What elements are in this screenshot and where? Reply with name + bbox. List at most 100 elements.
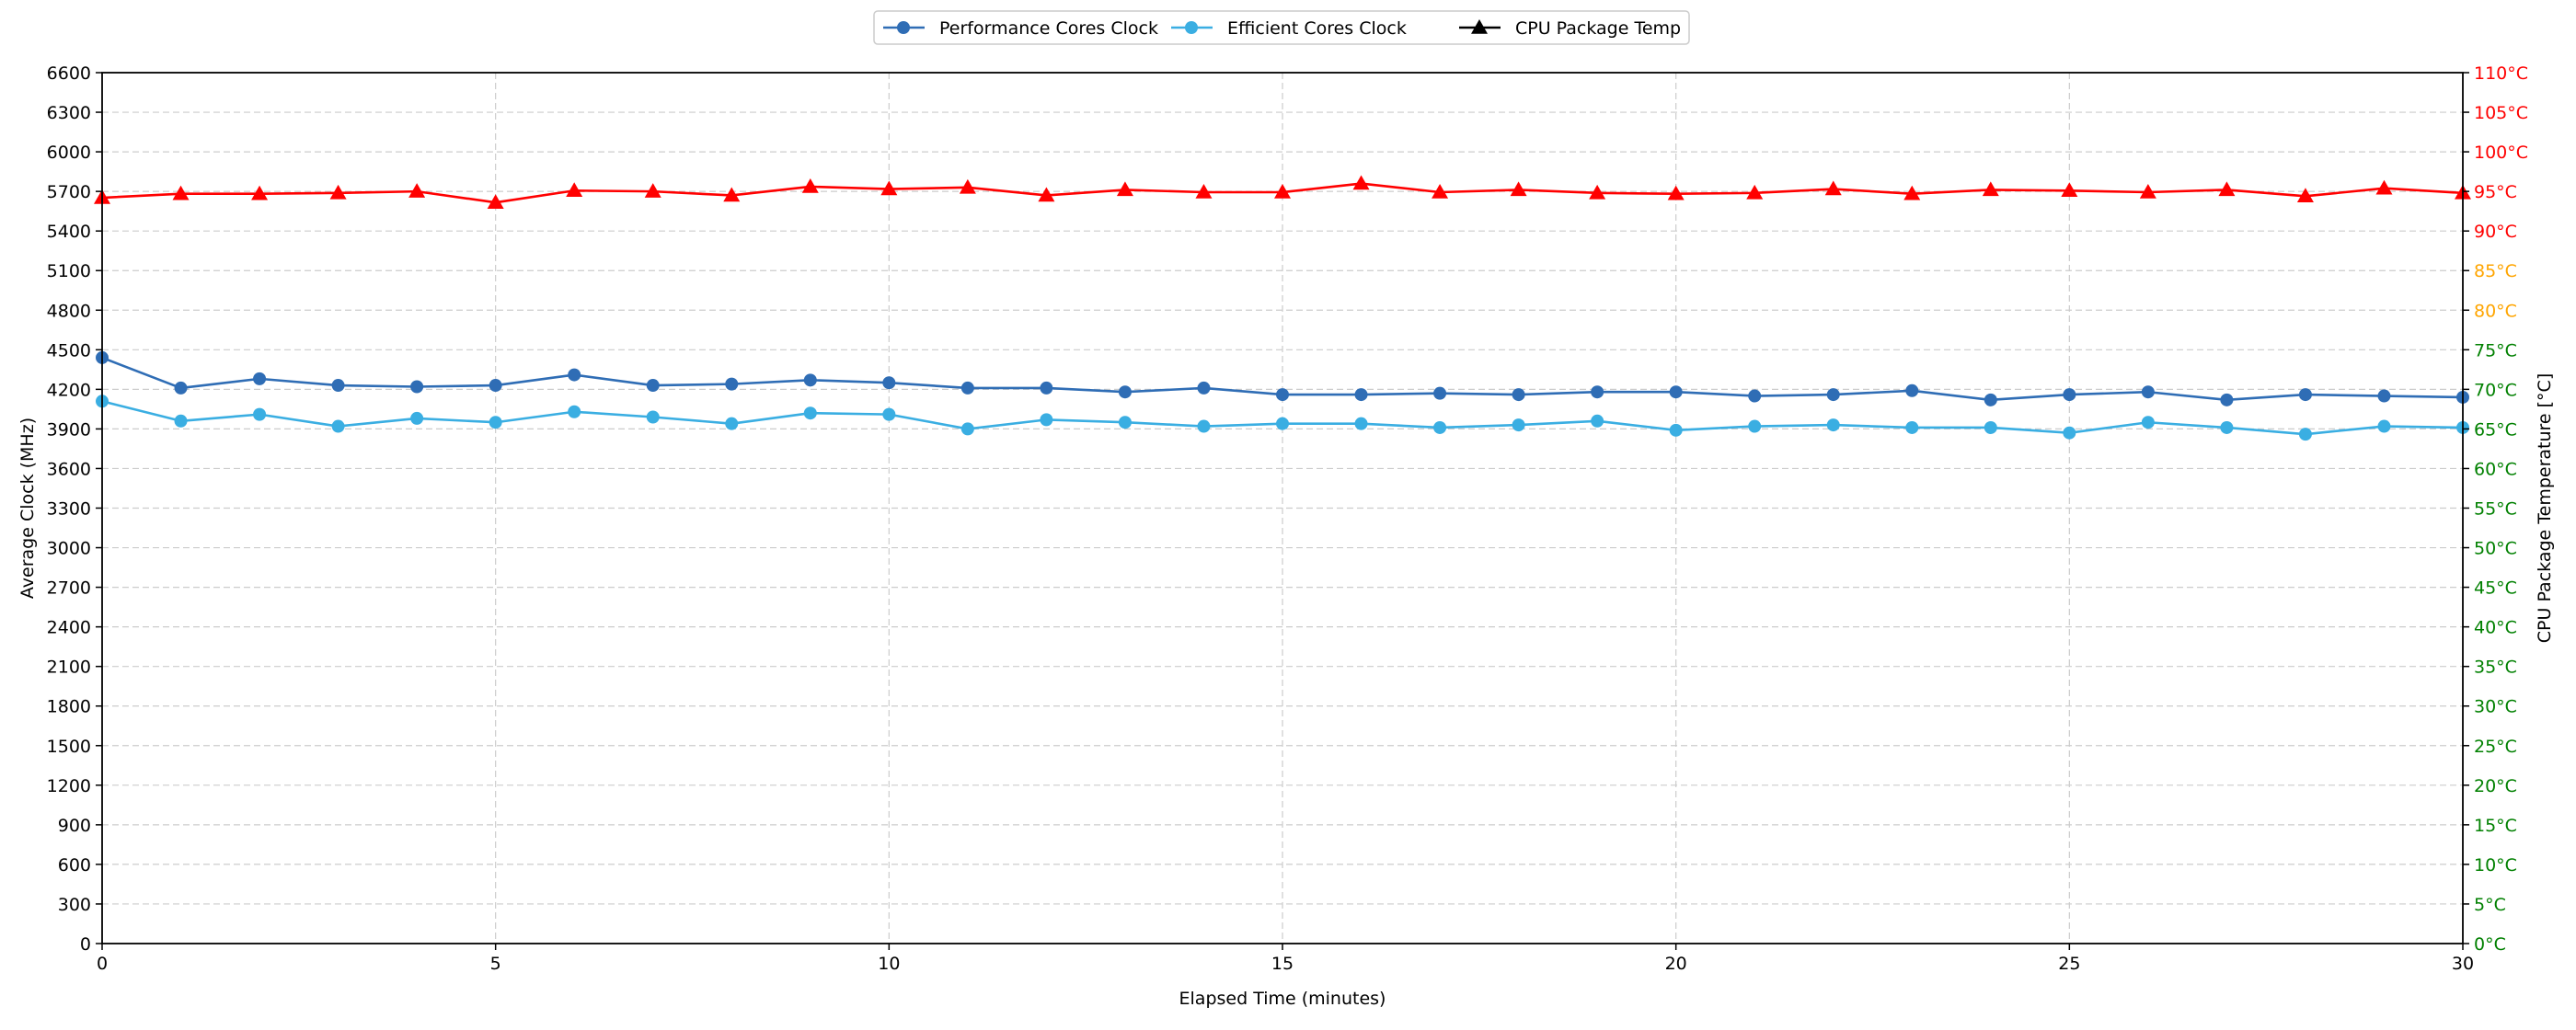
y-tick-label: 4500 — [47, 340, 91, 360]
y2-tick-label: 55°C — [2474, 499, 2517, 520]
data-point — [801, 177, 819, 193]
y-axis-left: 0 300 600 900 1200 1500 1800 2100 2400 2700 3000 33… — [47, 63, 102, 955]
y2-tick-label: 105°C — [2474, 103, 2528, 123]
data-point — [1984, 393, 1997, 406]
y-tick-label: 1200 — [47, 776, 91, 796]
data-point — [2375, 179, 2393, 195]
data-point — [1197, 419, 1211, 433]
data-point — [1276, 417, 1289, 430]
data-point — [880, 180, 898, 196]
data-point — [2141, 385, 2155, 399]
data-point — [489, 379, 502, 393]
data-point — [882, 376, 896, 390]
series-0 — [96, 350, 2469, 406]
data-point — [960, 422, 974, 436]
data-point — [2141, 416, 2155, 429]
y2-tick-label: 10°C — [2474, 855, 2517, 876]
y2-tick-label: 35°C — [2474, 658, 2517, 678]
data-point — [568, 368, 581, 382]
legend-marker — [897, 21, 910, 34]
y-tick-label: 3600 — [47, 459, 91, 479]
y2-tick-label: 110°C — [2474, 63, 2528, 84]
data-point — [646, 379, 660, 393]
y2-tick-label: 65°C — [2474, 419, 2517, 440]
data-point — [566, 182, 583, 198]
legend-item: Performance Cores Clock — [883, 18, 1158, 39]
data-point — [1982, 181, 1999, 197]
y2-tick-label: 45°C — [2474, 578, 2517, 599]
y-tick-label: 0 — [80, 934, 91, 955]
y2-tick-label: 30°C — [2474, 697, 2517, 717]
data-point — [410, 411, 424, 425]
x-axis: 0 5 10 15 20 25 30 — [97, 944, 2474, 974]
data-point — [2061, 182, 2078, 198]
data-point — [1905, 420, 1919, 434]
y-tick-label: 6300 — [47, 103, 91, 123]
y-tick-label: 4200 — [47, 380, 91, 400]
x-tick-label: 10 — [878, 954, 900, 974]
data-point — [1118, 416, 1132, 429]
legend-item: CPU Package Temp — [1459, 18, 1681, 39]
series-layer — [94, 175, 2471, 441]
y2-tick-label: 25°C — [2474, 737, 2517, 757]
data-point — [725, 417, 739, 430]
y-tick-label: 300 — [58, 895, 91, 915]
data-point — [331, 419, 345, 433]
data-point — [253, 407, 267, 421]
y-tick-label: 3000 — [47, 539, 91, 559]
data-point — [1903, 185, 1921, 200]
data-point — [172, 185, 190, 200]
data-point — [803, 406, 817, 420]
data-point — [487, 194, 504, 209]
y2-tick-label: 40°C — [2474, 618, 2517, 638]
y-tick-label: 1500 — [47, 737, 91, 757]
x-tick-label: 0 — [97, 954, 108, 974]
data-point — [1197, 381, 1211, 395]
y2-tick-label: 75°C — [2474, 340, 2517, 360]
y2-tick-label: 100°C — [2474, 143, 2528, 163]
y2-tick-label: 20°C — [2474, 776, 2517, 796]
data-point — [1669, 423, 1683, 437]
y2-tick-label: 90°C — [2474, 222, 2517, 242]
y-axis-label: Average Clock (MHz) — [17, 418, 38, 599]
legend-label: Performance Cores Clock — [939, 18, 1158, 39]
data-point — [408, 183, 426, 198]
y-tick-label: 5700 — [47, 182, 91, 202]
data-point — [251, 185, 269, 200]
y2-axis-label: CPU Package Temperature [°C] — [2535, 373, 2555, 643]
y2-tick-label: 70°C — [2474, 380, 2517, 400]
series-2 — [94, 175, 2471, 209]
data-point — [2063, 426, 2076, 440]
data-point — [882, 407, 896, 421]
data-point — [1591, 414, 1604, 428]
data-point — [1352, 175, 1370, 190]
y-tick-label: 900 — [58, 816, 91, 836]
data-point — [1354, 417, 1368, 430]
data-point — [959, 178, 976, 194]
data-point — [331, 379, 345, 393]
legend-item: Efficient Cores Clock — [1171, 18, 1407, 39]
data-point — [2377, 419, 2391, 433]
data-point — [489, 416, 502, 429]
data-point — [253, 372, 267, 385]
y2-tick-label: 85°C — [2474, 261, 2517, 281]
data-point — [1040, 413, 1053, 427]
data-point — [1274, 183, 1291, 199]
y-tick-label: 3900 — [47, 419, 91, 440]
x-axis-label: Elapsed Time (minutes) — [1179, 989, 1386, 1009]
data-point — [1826, 388, 1840, 402]
data-point — [1118, 385, 1132, 399]
data-point — [2139, 183, 2156, 199]
data-point — [2218, 181, 2236, 197]
x-tick-label: 5 — [490, 954, 501, 974]
data-point — [1984, 420, 1997, 434]
x-tick-label: 25 — [2058, 954, 2080, 974]
legend-label: Efficient Cores Clock — [1227, 18, 1407, 39]
y-tick-label: 5100 — [47, 261, 91, 281]
data-point — [1038, 187, 1055, 202]
y-axis-right: 0°C 5°C 10°C 15°C 20°C 25°C 30°C 35°C 40°C 45°C 50… — [2463, 63, 2528, 955]
data-point — [644, 183, 661, 198]
legend-label: CPU Package Temp — [1515, 18, 1681, 39]
